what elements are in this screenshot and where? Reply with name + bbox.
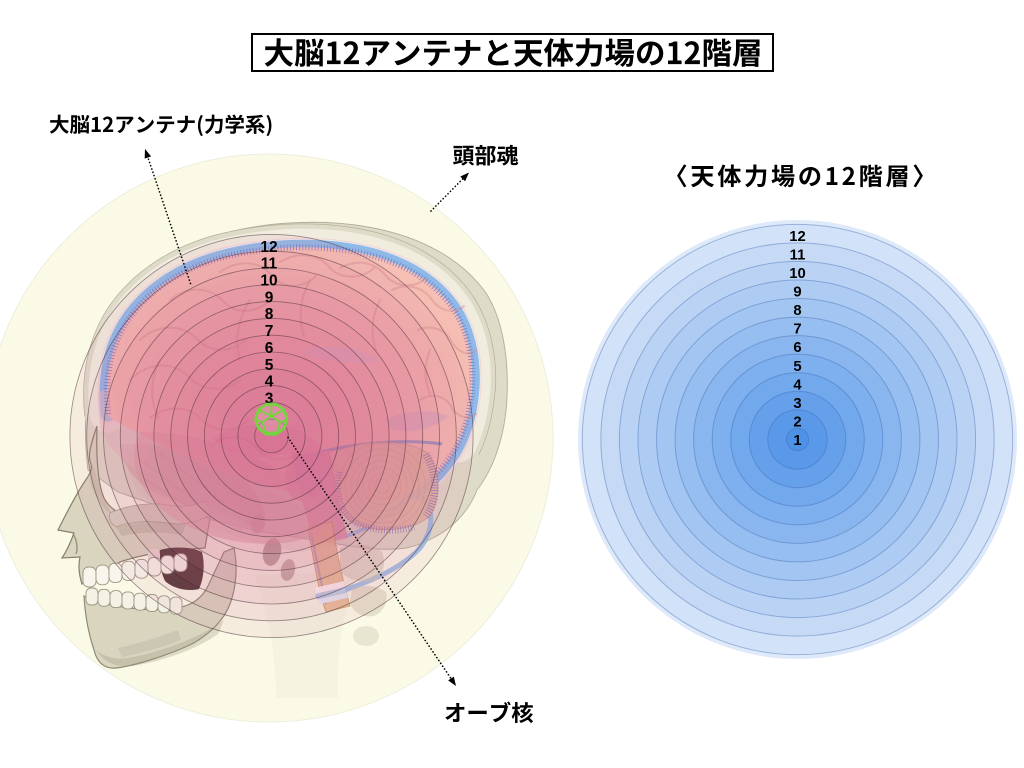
svg-text:12: 12 <box>789 229 805 245</box>
svg-text:8: 8 <box>265 306 274 323</box>
svg-text:5: 5 <box>265 357 274 374</box>
svg-text:3: 3 <box>265 391 274 408</box>
svg-text:6: 6 <box>265 340 274 357</box>
svg-text:9: 9 <box>793 285 801 301</box>
svg-text:9: 9 <box>265 289 274 306</box>
svg-text:1: 1 <box>793 433 801 449</box>
svg-text:5: 5 <box>793 359 801 375</box>
svg-text:7: 7 <box>793 322 801 338</box>
svg-text:7: 7 <box>265 323 274 340</box>
svg-text:2: 2 <box>793 414 801 430</box>
svg-text:4: 4 <box>793 377 802 393</box>
svg-text:4: 4 <box>265 374 274 391</box>
svg-text:8: 8 <box>793 303 801 319</box>
svg-text:3: 3 <box>793 396 801 412</box>
svg-text:10: 10 <box>260 273 277 290</box>
svg-text:10: 10 <box>789 266 805 282</box>
svg-text:6: 6 <box>793 340 801 356</box>
svg-text:11: 11 <box>261 256 278 273</box>
svg-text:12: 12 <box>260 239 277 256</box>
svg-text:11: 11 <box>790 248 806 264</box>
